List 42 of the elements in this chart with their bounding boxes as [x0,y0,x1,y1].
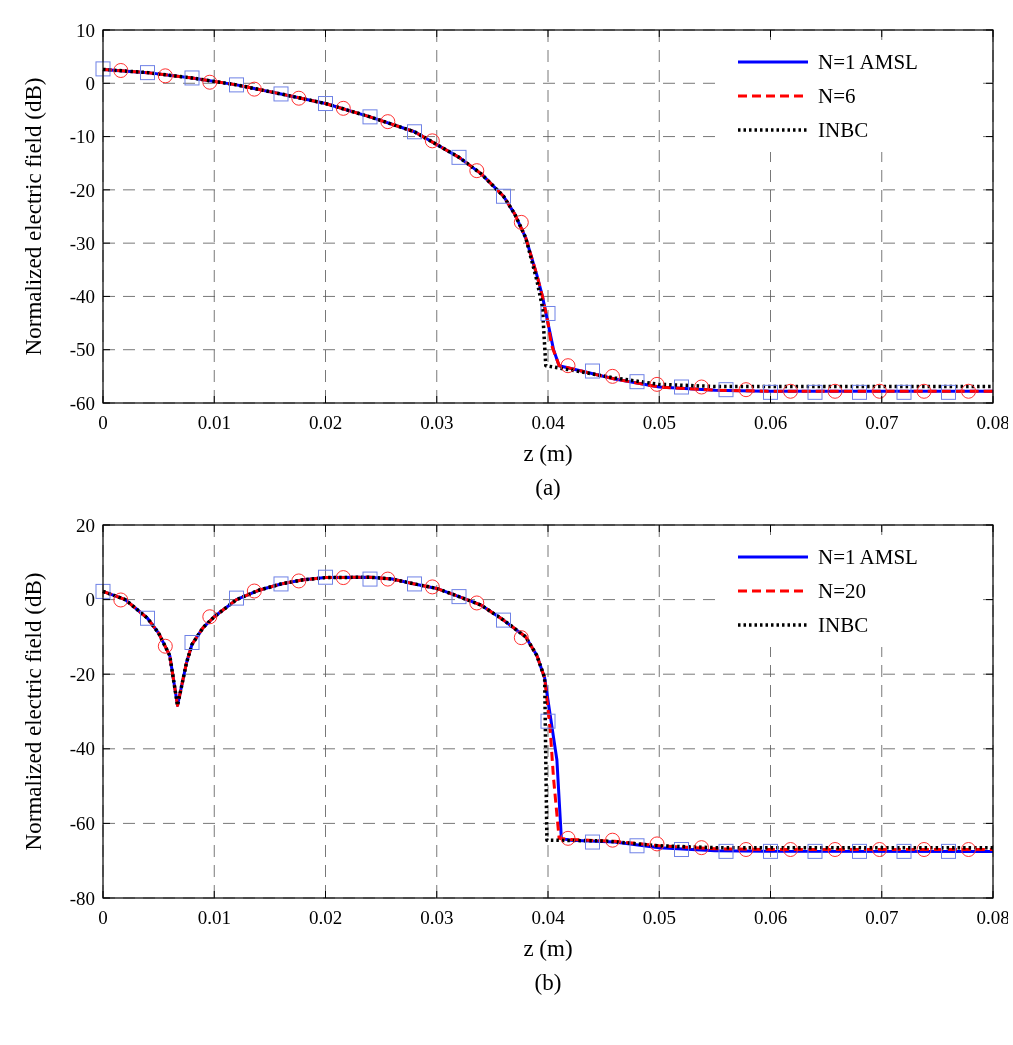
legend-label: N=20 [818,579,867,604]
x-tick-label: 0.06 [753,907,788,928]
x-axis-title: z (m) [523,936,573,961]
x-tick-label: 0 [98,412,108,433]
x-tick-label: 0.06 [753,412,788,433]
x-tick-label: 0.02 [308,412,343,433]
y-tick-label: -50 [69,339,95,361]
y-tick-label: -40 [69,738,95,760]
y-axis-title: Normalized electric field (dB) [21,77,46,356]
legend-label: N=6 [818,84,856,109]
y-tick-label: -60 [69,813,95,835]
x-tick-label: 0.03 [420,907,454,928]
y-tick-label: -30 [69,232,95,254]
x-tick-label: 0.05 [642,907,676,928]
y-tick-label: -10 [69,126,95,148]
x-tick-label: 0.01 [197,412,231,433]
legend-label: N=1 AMSL [818,545,918,570]
y-tick-label: -60 [69,392,95,414]
y-tick-label: -20 [69,179,95,201]
y-axis-title: Normalized electric field (dB) [21,572,46,851]
legend-label: INBC [818,613,869,638]
x-tick-label: 0.02 [308,907,343,928]
y-tick-label: -40 [69,286,95,308]
y-tick-label: -80 [69,887,95,909]
x-tick-label: 0.05 [642,412,676,433]
x-tick-label: 0.04 [531,907,566,928]
x-tick-label: 0.07 [865,412,899,433]
legend-label: N=1 AMSL [818,50,918,75]
y-tick-label: 0 [85,589,95,611]
x-tick-label: 0.04 [531,412,566,433]
legend-label: INBC [818,118,869,143]
x-tick-label: 0.07 [865,907,899,928]
x-tick-label: 0.01 [197,907,231,928]
x-tick-label: 0.03 [420,412,454,433]
text: (a) [535,475,561,500]
x-tick-label: 0 [98,907,108,928]
y-tick-label: 0 [85,72,95,94]
y-tick-label: -20 [69,663,95,685]
x-axis-title: z (m) [523,441,573,466]
y-tick-label: 10 [76,19,95,41]
y-tick-label: 20 [76,514,95,536]
text: (b) [534,970,562,995]
